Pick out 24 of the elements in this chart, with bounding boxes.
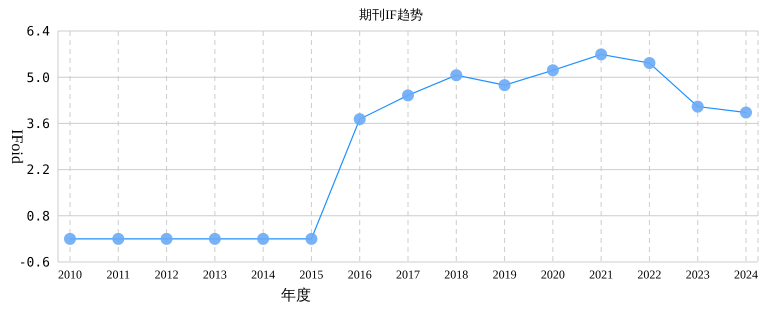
x-tick-label: 2023 [686,268,710,282]
x-tick-label: 2014 [251,268,276,282]
x-tick-label: 2021 [589,268,614,282]
y-tick-label: 2.2 [26,163,50,178]
x-tick-label: 2013 [202,268,227,282]
x-tick-label: 2020 [540,268,565,282]
x-tick-label: 2015 [299,268,324,282]
x-tick-label: 2024 [734,268,758,282]
y-tick-label: -0.6 [18,256,50,271]
x-tick-label: 2010 [58,268,82,282]
y-tick-label: 0.8 [26,209,50,224]
chart-title: 期刊IF趋势 [358,6,424,24]
x-tick-label: 2017 [396,268,420,282]
x-tick-label: 2022 [637,268,662,282]
y-tick-label: 5.0 [26,70,50,86]
y-tick-label: 6.4 [26,24,50,40]
y-axis-title: IFoid [8,129,25,164]
x-tick-label: 2018 [444,268,468,282]
y-tick-label: 3.6 [26,117,50,132]
x-tick-label: 2019 [492,268,517,282]
x-tick-label: 2012 [154,268,179,282]
x-tick-label: 2011 [106,268,130,282]
x-axis-title: 年度 [281,287,311,304]
x-tick-label: 2016 [348,268,372,282]
